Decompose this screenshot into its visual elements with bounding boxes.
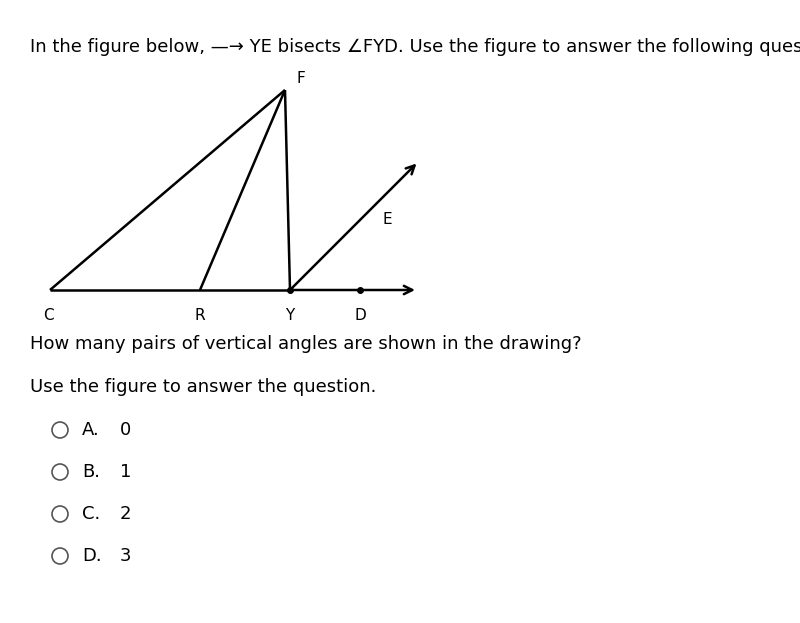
Text: R: R — [194, 308, 206, 323]
Text: A.: A. — [82, 421, 100, 439]
Text: F: F — [297, 71, 306, 86]
Text: D: D — [354, 308, 366, 323]
Text: 0: 0 — [120, 421, 131, 439]
Text: Y: Y — [286, 308, 294, 323]
Text: 2: 2 — [120, 505, 131, 523]
Text: C.: C. — [82, 505, 100, 523]
Text: Use the figure to answer the question.: Use the figure to answer the question. — [30, 378, 376, 396]
Text: In the figure below, —→ YE bisects ∠FYD. Use the figure to answer the following : In the figure below, —→ YE bisects ∠FYD.… — [30, 38, 800, 56]
Text: D.: D. — [82, 547, 102, 565]
Text: 3: 3 — [120, 547, 131, 565]
Text: 1: 1 — [120, 463, 131, 481]
Text: B.: B. — [82, 463, 100, 481]
Text: C: C — [42, 308, 54, 323]
Text: E: E — [382, 211, 392, 227]
Text: How many pairs of vertical angles are shown in the drawing?: How many pairs of vertical angles are sh… — [30, 335, 582, 353]
